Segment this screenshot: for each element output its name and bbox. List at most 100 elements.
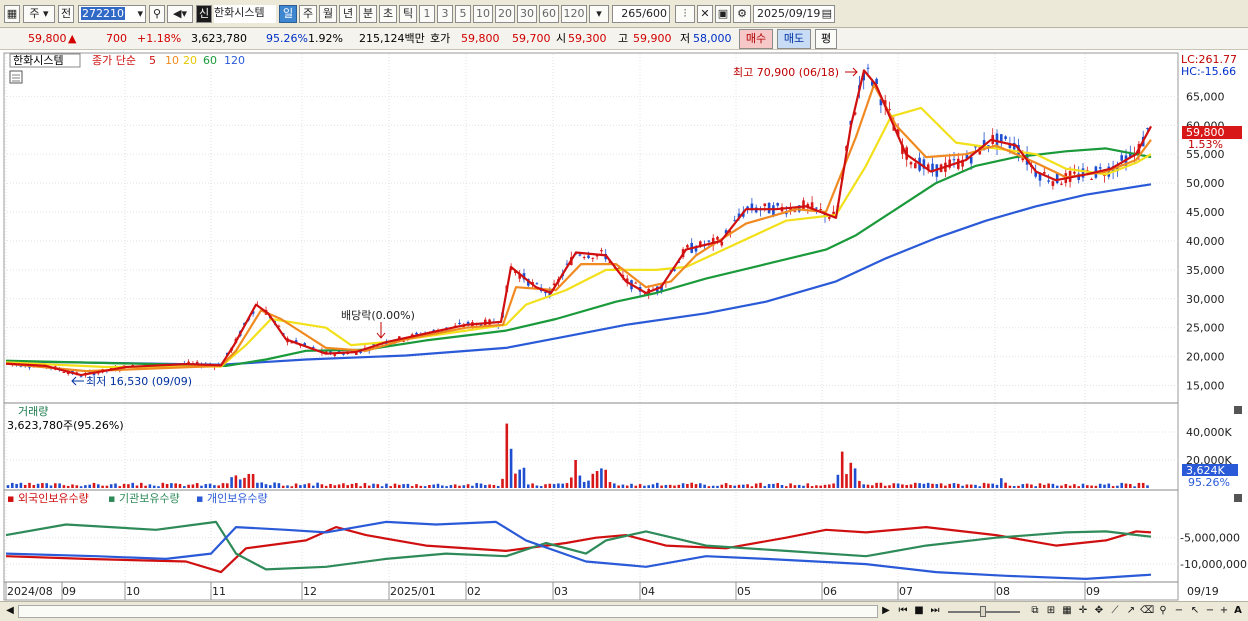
- x-axis-label: 10: [126, 585, 140, 598]
- close-panel-icon[interactable]: [1234, 406, 1242, 414]
- period-day[interactable]: 일: [279, 5, 297, 23]
- interval-120[interactable]: 120: [561, 5, 587, 23]
- scroll-track[interactable]: [18, 605, 878, 618]
- volume-bar: [759, 482, 762, 488]
- volume-bar: [355, 482, 358, 488]
- count-input[interactable]: 265/600: [612, 5, 670, 23]
- candle-body: [1047, 180, 1050, 182]
- interval-5[interactable]: 5: [455, 5, 471, 23]
- magnify-icon[interactable]: ⚲: [1159, 605, 1167, 616]
- volume-bar: [496, 485, 500, 488]
- interval-10[interactable]: 10: [473, 5, 493, 23]
- eval-button[interactable]: 평: [815, 29, 837, 49]
- candle-body: [1129, 152, 1132, 157]
- interval-3[interactable]: 3: [437, 5, 453, 23]
- volume-bar: [552, 484, 556, 488]
- buy-button[interactable]: 매수: [739, 29, 773, 49]
- layout-grid-icon[interactable]: ⊞: [1046, 605, 1056, 616]
- price-tick-label: 25,000: [1186, 322, 1225, 335]
- trendline-icon[interactable]: ⟋: [1111, 605, 1119, 616]
- scroll-right-icon[interactable]: ▶: [882, 605, 890, 616]
- interval-dropdown[interactable]: ▾: [589, 5, 609, 23]
- volume-bar: [1030, 484, 1033, 488]
- count-value: 265: [621, 7, 643, 20]
- volume-bar: [45, 483, 48, 488]
- volume-bar: [531, 483, 534, 488]
- volume-pct-tag: 95.26%: [1188, 476, 1230, 489]
- forward-icon[interactable]: ⏭: [930, 605, 940, 616]
- period-minute[interactable]: 분: [359, 5, 377, 23]
- interval-30[interactable]: 30: [517, 5, 537, 23]
- zoom-slider-handle[interactable]: [980, 606, 986, 617]
- candle-body: [195, 361, 199, 365]
- chart-scrollbar[interactable]: ◀ ▶ ⏮ ■ ⏭ ⧉ ⊞ ▦ ✛ ✥ ⟋ ↗ ⌫ ⚲ − ↖ − + A: [0, 601, 1248, 621]
- period-tick[interactable]: 틱: [399, 5, 417, 23]
- interval-20[interactable]: 20: [495, 5, 515, 23]
- price-chart[interactable]: 15,000 20,000 25,000 30,000 35,000 40,000 45,0…: [0, 50, 1248, 601]
- gear-icon[interactable]: ⚙: [733, 5, 751, 23]
- calculator-icon[interactable]: [9, 70, 23, 84]
- sell-button[interactable]: 매도: [777, 29, 811, 49]
- interval-60[interactable]: 60: [539, 5, 559, 23]
- crosshair-icon[interactable]: ✕: [697, 5, 713, 23]
- date-input[interactable]: 2025/09/19 ▤: [753, 5, 835, 23]
- code-input[interactable]: 272210 ▾: [78, 5, 146, 23]
- high-label: 고: [618, 32, 629, 45]
- zoom-in-icon[interactable]: +: [1219, 605, 1229, 616]
- layout-icon[interactable]: ▦: [4, 5, 20, 23]
- candle-body: [1120, 155, 1123, 161]
- candle-body: [694, 248, 698, 252]
- pointer-icon[interactable]: ↖: [1190, 605, 1200, 616]
- zoom-out-icon[interactable]: −: [1205, 605, 1215, 616]
- volume-bar: [226, 483, 229, 488]
- candle-body: [303, 343, 306, 346]
- market-select[interactable]: 주 ▾: [23, 5, 55, 23]
- period-month[interactable]: 월: [319, 5, 337, 23]
- volume-bar: [905, 485, 908, 488]
- new-badge[interactable]: 신: [196, 5, 212, 23]
- rewind-icon[interactable]: ⏮: [898, 605, 908, 616]
- volume-bar: [337, 484, 341, 488]
- font-size-icon[interactable]: A: [1234, 605, 1242, 616]
- draw-icon[interactable]: ↗: [1126, 605, 1136, 616]
- volume-bar: [793, 485, 797, 488]
- candle-body: [1038, 173, 1042, 181]
- close-panel-icon[interactable]: [1234, 494, 1242, 502]
- volume-bar: [613, 483, 616, 488]
- volume-bar: [866, 484, 870, 488]
- eraser-icon[interactable]: ⌫: [1140, 605, 1155, 616]
- volume-bar: [1008, 485, 1012, 488]
- crosshair-icon[interactable]: ✛: [1078, 605, 1088, 616]
- volume-bar: [767, 484, 771, 488]
- volume-bar: [948, 483, 951, 488]
- volume-bar: [372, 483, 375, 488]
- candle-body: [535, 283, 539, 285]
- save-icon[interactable]: ▣: [715, 5, 731, 23]
- interval-1[interactable]: 1: [419, 5, 435, 23]
- period-second[interactable]: 초: [379, 5, 397, 23]
- table-icon[interactable]: ▦: [1062, 605, 1072, 616]
- volume-bar: [462, 485, 466, 488]
- stop-icon[interactable]: ■: [914, 605, 924, 616]
- prev-button[interactable]: 전: [58, 5, 74, 23]
- search-icon[interactable]: ⚲: [149, 5, 165, 23]
- period-year[interactable]: 년: [339, 5, 357, 23]
- move-icon[interactable]: ✥: [1094, 605, 1104, 616]
- speaker-icon[interactable]: ◀▾: [167, 5, 193, 23]
- candle-body: [707, 240, 711, 242]
- minus-icon[interactable]: −: [1174, 605, 1184, 616]
- volume-tick-label: 40,000K: [1186, 426, 1232, 439]
- volume-bar: [97, 484, 100, 488]
- scroll-left-icon[interactable]: ◀: [6, 605, 14, 616]
- period-week[interactable]: 주: [299, 5, 317, 23]
- candle-body: [699, 241, 702, 247]
- x-axis-label: 03: [554, 585, 568, 598]
- candle-body: [810, 202, 814, 209]
- volume-bar: [238, 479, 242, 488]
- volume-bar: [1137, 482, 1141, 488]
- copy-icon[interactable]: ⧉: [1031, 605, 1039, 616]
- chart-type-icon[interactable]: ⫶: [675, 5, 695, 23]
- legend-ma-60: 60: [203, 54, 217, 67]
- volume-bar: [484, 485, 487, 488]
- legend-ma-120: 120: [224, 54, 245, 67]
